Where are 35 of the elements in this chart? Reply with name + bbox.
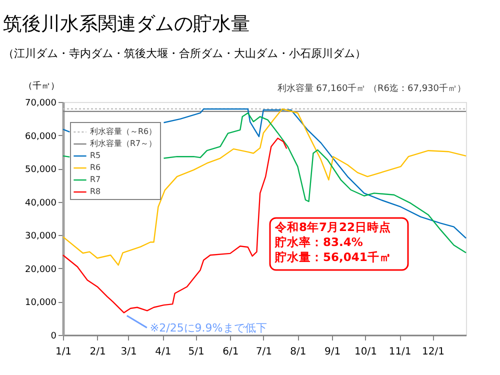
legend-label: 利水容量（R7～） bbox=[90, 139, 157, 148]
x-tick-label: 2/1 bbox=[90, 346, 106, 358]
x-tick-label: 4/1 bbox=[155, 346, 172, 358]
x-tick-label: 8/1 bbox=[290, 346, 306, 358]
legend-label: R6 bbox=[90, 163, 101, 172]
annotation: 令和8年7月22日時点 bbox=[274, 220, 392, 234]
x-tick-label: 11/1 bbox=[388, 346, 412, 358]
legend-label: R7 bbox=[90, 175, 101, 184]
x-tick-label: 9/1 bbox=[324, 346, 341, 358]
annotation: ※2/25に9.9%まで低下 bbox=[150, 322, 267, 335]
chart-title: 筑後川水系関連ダムの貯水量 bbox=[3, 13, 250, 35]
x-tick-label: 12/1 bbox=[422, 346, 445, 358]
x-tick-label: 1/1 bbox=[55, 346, 72, 358]
legend-label: R5 bbox=[90, 151, 101, 160]
y-tick-label: 30,000 bbox=[25, 232, 57, 242]
x-tick-label: 10/1 bbox=[354, 346, 377, 358]
y-tick-label: 60,000 bbox=[25, 132, 57, 142]
annotation: 貯水量：56,041千㎥ bbox=[274, 250, 392, 264]
y-tick-label: 70,000 bbox=[25, 98, 57, 108]
y-tick-label: 40,000 bbox=[25, 198, 57, 208]
legend-label: R8 bbox=[90, 187, 101, 196]
annotation: 貯水率：83.4% bbox=[274, 235, 364, 249]
x-tick-label: 3/1 bbox=[120, 346, 137, 358]
y-tick-label: 20,000 bbox=[25, 264, 57, 275]
legend-label: 利水容量（～R6） bbox=[90, 127, 157, 136]
y-axis-title: （千㎥） bbox=[24, 80, 60, 92]
chart-subtitle: （江川ダム・寺内ダム・筑後大堰・合所ダム・大山ダム・小石原川ダム） bbox=[3, 47, 366, 60]
text: 利水容量 67,160千㎥ （R6迄：67,930千㎥） bbox=[277, 83, 466, 94]
x-tick-label: 7/1 bbox=[256, 346, 272, 358]
x-tick-label: 5/1 bbox=[188, 346, 204, 358]
line-series bbox=[62, 138, 288, 314]
y-tick-label: 50,000 bbox=[25, 165, 57, 176]
y-tick-label: 0 bbox=[50, 332, 57, 342]
x-tick-label: 6/1 bbox=[222, 346, 239, 358]
y-tick-label: 10,000 bbox=[25, 298, 57, 308]
